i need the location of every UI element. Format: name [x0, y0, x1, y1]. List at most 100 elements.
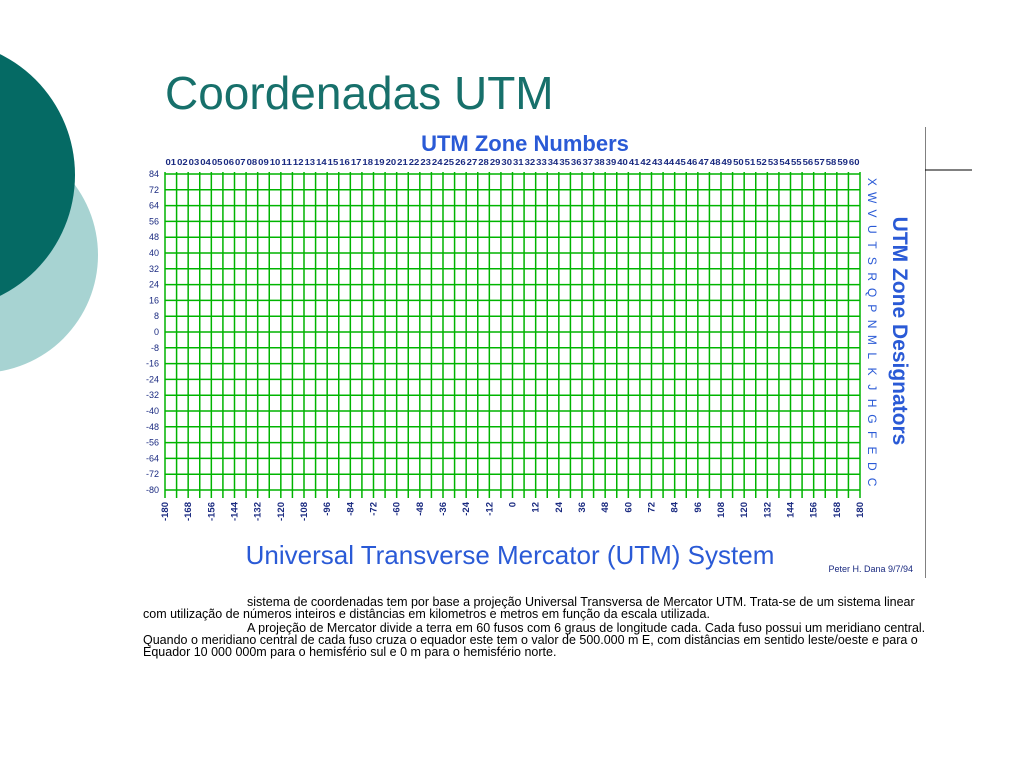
zone-number: 58	[826, 157, 837, 167]
zone-number: 09	[258, 157, 269, 167]
zone-number: 38	[594, 157, 605, 167]
longitude-label: 0	[508, 502, 519, 507]
zone-number: 05	[212, 157, 223, 167]
zone-number: 52	[756, 157, 767, 167]
longitude-label: 72	[647, 502, 658, 513]
longitude-label: -180	[160, 502, 171, 521]
zone-designator: D	[865, 462, 879, 471]
paragraph: sistema de coordenadas tem por base a pr…	[143, 595, 915, 621]
longitude-label: 168	[832, 502, 843, 518]
latitude-label: 40	[149, 248, 159, 258]
zone-number: 34	[548, 157, 559, 167]
latitude-label: -32	[146, 390, 159, 400]
latitude-label: -56	[146, 438, 159, 448]
latitude-label: -48	[146, 422, 159, 432]
longitude-label: -12	[484, 502, 495, 516]
longitude-label: 144	[786, 501, 797, 518]
longitude-label: -72	[369, 502, 380, 516]
zone-number: 51	[745, 157, 756, 167]
zone-number: 50	[733, 157, 744, 167]
zone-designator: V	[865, 209, 879, 217]
longitude-label: -108	[299, 502, 310, 521]
longitude-label: 132	[762, 502, 773, 518]
zone-designator: G	[865, 414, 879, 423]
zone-number: 08	[247, 157, 258, 167]
latitude-label: 48	[149, 232, 159, 242]
zone-designator: Q	[865, 288, 879, 297]
zone-designator: J	[865, 384, 879, 390]
zone-number: 36	[571, 157, 582, 167]
zone-designator: S	[865, 257, 879, 265]
zone-number: 32	[525, 157, 536, 167]
zone-number: 18	[362, 157, 373, 167]
zone-number: 56	[803, 157, 814, 167]
latitude-label: 32	[149, 264, 159, 274]
latitude-label: 64	[149, 201, 159, 211]
zone-number: 44	[664, 157, 675, 167]
zone-number: 42	[640, 157, 651, 167]
slide-title: Coordenadas UTM	[165, 67, 554, 119]
longitude-label: 60	[623, 502, 634, 513]
zone-number: 17	[351, 157, 362, 167]
zone-number: 29	[490, 157, 501, 167]
latitude-label: 24	[149, 280, 159, 290]
zone-designator: W	[865, 192, 879, 204]
paragraph: A projeção de Mercator divide a terra em…	[143, 621, 926, 659]
zone-number: 45	[675, 157, 686, 167]
zone-number: 27	[467, 157, 478, 167]
latitude-label: -72	[146, 469, 159, 479]
zone-designator: M	[865, 335, 879, 345]
zone-number: 23	[420, 157, 431, 167]
zone-number: 13	[305, 157, 316, 167]
latitude-label: 72	[149, 185, 159, 195]
zone-designator: N	[865, 320, 879, 329]
zone-number: 46	[687, 157, 698, 167]
zone-designator: C	[865, 478, 879, 487]
zone-number: 22	[409, 157, 420, 167]
zone-number: 41	[629, 157, 640, 167]
zone-number: 59	[837, 157, 848, 167]
zone-designator: T	[865, 241, 879, 249]
latitude-label: -80	[146, 485, 159, 495]
zone-number: 31	[513, 157, 524, 167]
longitude-label: -120	[276, 502, 287, 521]
zone-number: 37	[583, 157, 594, 167]
longitude-label: -96	[322, 502, 333, 516]
longitude-label: 156	[809, 502, 820, 518]
zone-number: 48	[710, 157, 721, 167]
zone-designator: X	[865, 178, 879, 186]
latitude-label: 56	[149, 216, 159, 226]
zone-number: 04	[200, 157, 211, 167]
latitude-label: -64	[146, 453, 159, 463]
zone-number: 12	[293, 157, 304, 167]
zone-number: 57	[814, 157, 825, 167]
longitude-label: -132	[253, 502, 264, 521]
longitude-label: 24	[554, 501, 565, 512]
latitude-label: -8	[151, 343, 159, 353]
zone-number: 11	[281, 157, 292, 167]
longitude-label: -48	[415, 502, 426, 516]
longitude-label: -156	[206, 502, 217, 521]
side-title: UTM Zone Designators	[888, 217, 911, 446]
zone-number: 53	[768, 157, 779, 167]
latitude-label: 16	[149, 295, 159, 305]
longitude-label: 48	[600, 502, 611, 513]
zone-number: 03	[189, 157, 200, 167]
longitude-label: 96	[693, 502, 704, 513]
zone-designator: L	[865, 352, 879, 359]
dark-circle	[0, 54, 75, 296]
zone-designator: U	[865, 225, 879, 234]
zone-number: 16	[339, 157, 350, 167]
latitude-label: 8	[154, 311, 159, 321]
longitude-label: 120	[739, 502, 750, 518]
zone-designator: H	[865, 399, 879, 408]
zone-number: 07	[235, 157, 246, 167]
zone-number: 35	[559, 157, 570, 167]
latitude-label: 0	[154, 327, 159, 337]
zone-number: 14	[316, 157, 327, 167]
longitude-label: -24	[461, 501, 472, 515]
longitude-label: 36	[577, 502, 588, 513]
